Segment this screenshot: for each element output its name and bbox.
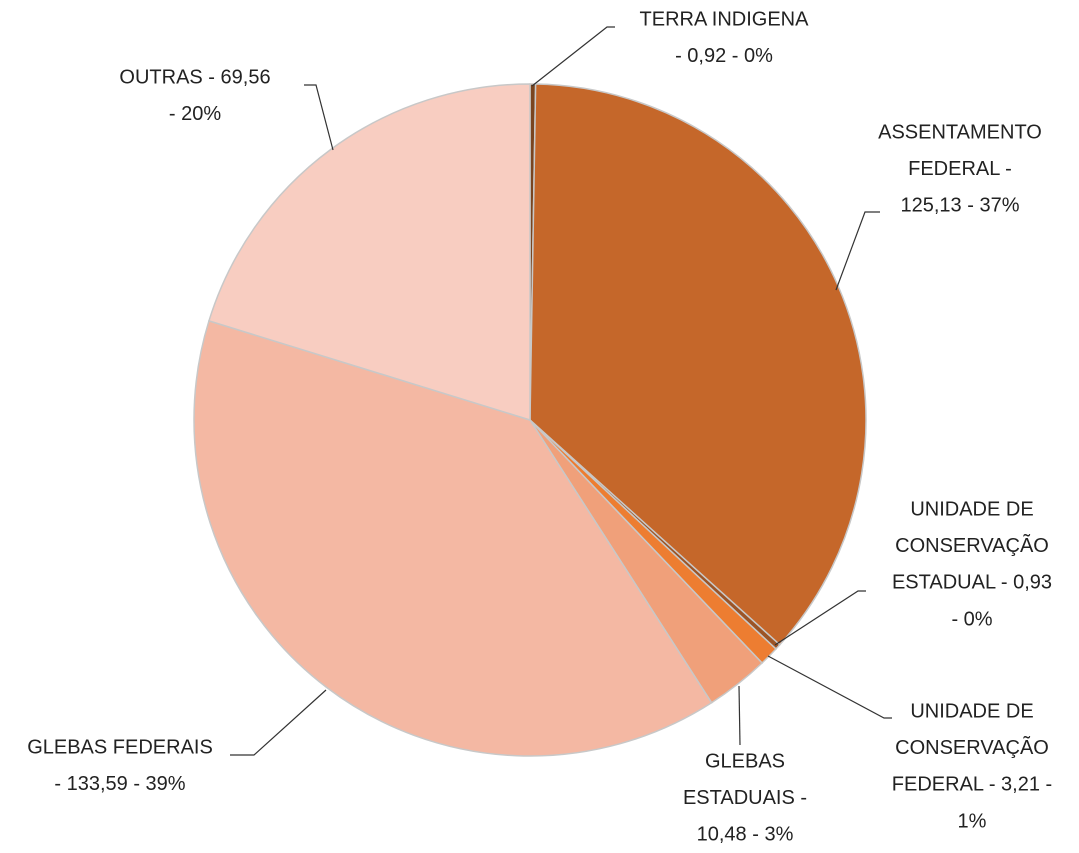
pie-slice [208, 83, 531, 422]
leader-line [230, 689, 327, 756]
data-label: ESTADUAIS - [683, 787, 807, 809]
data-label: UNIDADE DE [910, 700, 1033, 722]
data-label: TERRA INDIGENA [640, 8, 810, 30]
data-label: GLEBAS FEDERAIS [27, 736, 213, 758]
leader-line [738, 685, 741, 746]
data-label: - 0% [951, 608, 992, 630]
leader-line [531, 26, 615, 87]
data-label: 125,13 - 37% [901, 195, 1020, 217]
leader-line [304, 84, 334, 151]
data-label: GLEBAS [705, 750, 785, 772]
leader-line [774, 590, 866, 646]
data-label: 10,48 - 3% [697, 824, 794, 846]
data-label: - 20% [169, 103, 221, 125]
data-label: - 133,59 - 39% [54, 773, 185, 795]
data-label: CONSERVAÇÃO [895, 533, 1049, 557]
data-label: 1% [958, 810, 987, 832]
leader-line [767, 655, 892, 719]
data-label: UNIDADE DE [910, 498, 1033, 520]
data-label: - 0,92 - 0% [675, 45, 773, 67]
leader-line [835, 211, 880, 291]
data-label: CONSERVAÇÃO [895, 735, 1049, 759]
data-label: ESTADUAL - 0,93 [892, 572, 1052, 594]
data-label: FEDERAL - 3,21 - [892, 774, 1052, 796]
data-label: ASSENTAMENTO [878, 121, 1042, 143]
data-label: OUTRAS - 69,56 [119, 66, 270, 88]
data-label: FEDERAL - [908, 158, 1012, 180]
pie-slice [193, 319, 713, 757]
